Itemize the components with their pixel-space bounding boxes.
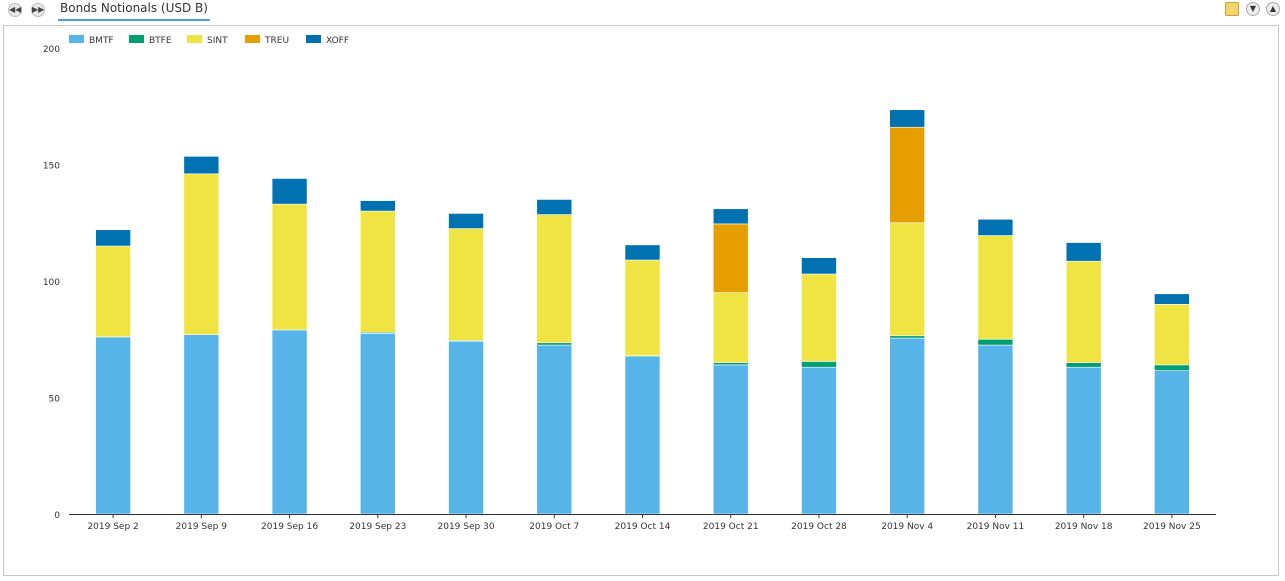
bar-segment-xoff[interactable] bbox=[1154, 293, 1190, 305]
bar-segment-xoff[interactable] bbox=[1065, 242, 1102, 262]
x-tick-label: 2019 Sep 9 bbox=[176, 522, 228, 532]
bar-segment-btfe[interactable] bbox=[712, 362, 749, 366]
bar-segment-bmtf[interactable] bbox=[271, 329, 308, 515]
y-axis: 0 50 100 150 200 bbox=[43, 45, 60, 521]
x-tick-label: 2019 Sep 16 bbox=[261, 522, 318, 532]
x-tick-label: 2019 Oct 7 bbox=[529, 522, 579, 532]
bar-segment-sint[interactable] bbox=[1154, 303, 1190, 366]
bar-segment-bmtf[interactable] bbox=[183, 334, 220, 515]
bar-segment-sint[interactable] bbox=[448, 228, 484, 341]
x-tick-label: 2019 Sep 2 bbox=[87, 522, 138, 532]
legend-label-btfe[interactable]: BTFE bbox=[149, 36, 172, 46]
bar-segment-sint[interactable] bbox=[183, 173, 220, 335]
collapse-down-icon[interactable]: ▼ bbox=[1246, 2, 1260, 16]
bar-segment-bmtf[interactable] bbox=[624, 356, 661, 515]
bar-segment-sint[interactable] bbox=[712, 292, 749, 363]
bar-segment-bmtf[interactable] bbox=[889, 337, 925, 515]
y-tick-label: 100 bbox=[43, 278, 60, 288]
rewind-icon[interactable]: ◀◀ bbox=[8, 3, 22, 17]
fast-forward-icon[interactable]: ▶▶ bbox=[31, 3, 45, 17]
toolbar: ◀◀ ▶▶ Bonds Notionals (USD B) ▼ ▲ bbox=[0, 0, 1285, 24]
bar-segment-xoff[interactable] bbox=[360, 200, 396, 212]
bar-segment-sint[interactable] bbox=[977, 235, 1014, 340]
bar-segment-sint[interactable] bbox=[95, 245, 131, 338]
bar-segment-xoff[interactable] bbox=[271, 178, 308, 205]
legend-swatch-btfe[interactable] bbox=[129, 35, 144, 43]
bar-segment-bmtf[interactable] bbox=[712, 364, 749, 515]
bar-segment-bmtf[interactable] bbox=[977, 344, 1014, 515]
x-tick-label: 2019 Nov 11 bbox=[967, 522, 1025, 532]
bars bbox=[95, 109, 1190, 515]
bar-segment-sint[interactable] bbox=[889, 222, 925, 337]
bar-segment-xoff[interactable] bbox=[801, 257, 837, 275]
bar-segment-xoff[interactable] bbox=[624, 244, 661, 261]
y-tick-label: 50 bbox=[49, 395, 61, 405]
bar-segment-xoff[interactable] bbox=[95, 229, 131, 247]
bar-segment-xoff[interactable] bbox=[712, 208, 749, 225]
y-tick-label: 0 bbox=[54, 511, 60, 521]
bar-segment-xoff[interactable] bbox=[183, 156, 220, 175]
chart-title-tab[interactable]: Bonds Notionals (USD B) bbox=[58, 0, 210, 21]
bar-segment-sint[interactable] bbox=[360, 210, 396, 333]
x-axis: 2019 Sep 2 2019 Sep 9 2019 Sep 16 2019 Sep … bbox=[69, 514, 1216, 532]
legend-swatch-xoff[interactable] bbox=[306, 35, 321, 43]
chart-panel: BMTF BTFE SINT TREU XOFF 0 50 100 150 200 2019 S… bbox=[3, 25, 1279, 576]
bar-segment-btfe[interactable] bbox=[801, 361, 837, 368]
bar-segment-sint[interactable] bbox=[271, 203, 308, 331]
bar-segment-sint[interactable] bbox=[624, 259, 661, 356]
collapse-up-icon[interactable]: ▲ bbox=[1266, 2, 1280, 16]
x-tick-label: 2019 Oct 21 bbox=[703, 522, 759, 532]
x-tick-label: 2019 Oct 28 bbox=[791, 522, 847, 532]
x-tick-label: 2019 Nov 25 bbox=[1143, 522, 1201, 532]
bar-segment-xoff[interactable] bbox=[448, 213, 484, 229]
bar-segment-treu[interactable] bbox=[712, 223, 749, 293]
bar-segment-btfe[interactable] bbox=[1154, 364, 1190, 372]
legend-label-bmtf[interactable]: BMTF bbox=[89, 36, 114, 46]
bar-segment-bmtf[interactable] bbox=[536, 344, 573, 515]
x-tick-label: 2019 Oct 14 bbox=[615, 522, 671, 532]
bar-segment-bmtf[interactable] bbox=[801, 366, 837, 515]
stacked-bar-chart: BMTF BTFE SINT TREU XOFF 0 50 100 150 200 2019 S… bbox=[43, 35, 1216, 532]
legend-swatch-sint[interactable] bbox=[187, 35, 202, 43]
bar-segment-xoff[interactable] bbox=[889, 109, 925, 128]
bar-segment-xoff[interactable] bbox=[536, 199, 573, 215]
legend: BMTF BTFE SINT TREU XOFF bbox=[69, 35, 349, 46]
bar-segment-bmtf[interactable] bbox=[1154, 370, 1190, 515]
bar-segment-sint[interactable] bbox=[1065, 260, 1102, 363]
x-tick-label: 2019 Nov 4 bbox=[881, 522, 933, 532]
bar-segment-btfe[interactable] bbox=[977, 338, 1014, 346]
legend-label-xoff[interactable]: XOFF bbox=[326, 36, 349, 46]
bar-segment-btfe[interactable] bbox=[889, 335, 925, 339]
bar-segment-btfe[interactable] bbox=[536, 342, 573, 346]
y-tick-label: 150 bbox=[43, 162, 60, 172]
bar-segment-bmtf[interactable] bbox=[448, 341, 484, 515]
export-icon[interactable] bbox=[1225, 2, 1239, 16]
bar-segment-bmtf[interactable] bbox=[360, 333, 396, 515]
bar-segment-sint[interactable] bbox=[801, 273, 837, 362]
bar-segment-sint[interactable] bbox=[536, 214, 573, 344]
x-tick-label: 2019 Sep 23 bbox=[349, 522, 406, 532]
bar-segment-treu[interactable] bbox=[889, 126, 925, 224]
legend-label-treu[interactable]: TREU bbox=[264, 36, 289, 46]
bar-segment-xoff[interactable] bbox=[977, 218, 1014, 236]
y-tick-label: 200 bbox=[43, 45, 60, 55]
bar-segment-bmtf[interactable] bbox=[95, 336, 131, 515]
legend-label-sint[interactable]: SINT bbox=[207, 36, 228, 46]
legend-swatch-treu[interactable] bbox=[245, 35, 260, 43]
x-tick-label: 2019 Sep 30 bbox=[438, 522, 495, 532]
legend-swatch-bmtf[interactable] bbox=[69, 35, 84, 43]
x-tick-label: 2019 Nov 18 bbox=[1055, 522, 1113, 532]
bar-segment-bmtf[interactable] bbox=[1065, 366, 1102, 515]
bar-segment-btfe[interactable] bbox=[1065, 362, 1102, 368]
